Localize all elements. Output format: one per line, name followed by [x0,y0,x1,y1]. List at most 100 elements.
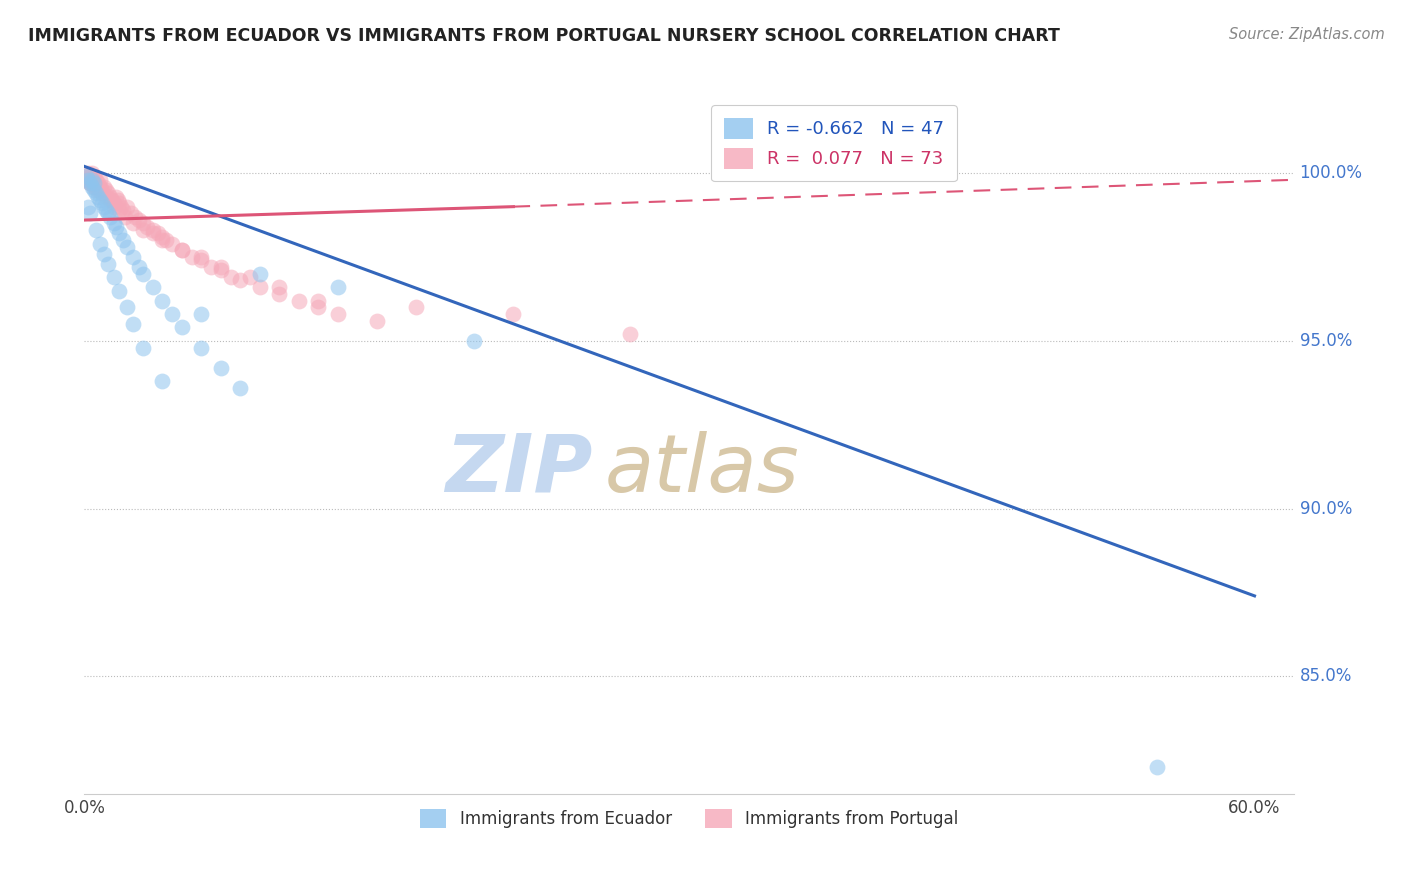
Point [100,193,122,207]
Point [619,327,641,342]
Point [142,227,165,241]
Point [83,169,105,184]
Point [150,374,173,388]
Point [180,250,202,264]
Point [77,173,100,187]
Point [108,284,131,298]
Point [84,186,107,201]
Point [229,273,252,287]
Point [160,307,183,321]
Point [150,230,173,244]
Point [108,227,131,241]
Point [79,169,101,184]
Point [97,206,120,220]
Point [94,189,117,203]
Point [79,176,101,190]
Point [87,183,110,197]
Point [112,202,135,217]
Point [269,286,291,301]
Point [104,219,127,234]
Point [93,179,115,194]
Point [132,223,155,237]
Point [502,307,524,321]
Point [142,280,165,294]
Point [190,307,212,321]
Point [75,169,97,184]
Point [83,183,105,197]
Legend: Immigrants from Ecuador, Immigrants from Portugal: Immigrants from Ecuador, Immigrants from… [413,802,965,835]
Point [84,223,107,237]
Text: ZIP: ZIP [444,431,592,508]
Text: 95.0%: 95.0% [1299,332,1353,350]
Point [326,307,349,321]
Point [219,270,242,285]
Point [77,173,100,187]
Point [93,200,115,214]
Point [89,179,111,194]
Point [87,189,110,203]
Point [90,196,112,211]
Point [135,219,157,234]
Point [239,270,262,285]
Point [103,200,125,214]
Point [122,216,145,230]
Point [128,260,150,274]
Text: 90.0%: 90.0% [1299,500,1353,517]
Point [79,206,101,220]
Point [83,176,105,190]
Point [108,196,131,211]
Point [366,314,388,328]
Point [170,320,193,334]
Point [112,233,135,247]
Point [117,301,139,315]
Point [75,169,97,184]
Text: IMMIGRANTS FROM ECUADOR VS IMMIGRANTS FROM PORTUGAL NURSERY SCHOOL CORRELATION C: IMMIGRANTS FROM ECUADOR VS IMMIGRANTS FR… [28,27,1060,45]
Point [155,233,177,247]
Point [150,233,173,247]
Point [209,263,232,277]
Point [82,173,104,187]
Point [249,267,271,281]
Point [269,280,291,294]
Point [132,267,155,281]
Text: 100.0%: 100.0% [1299,164,1362,182]
Point [89,236,111,251]
Point [160,236,183,251]
Point [114,210,136,224]
Point [97,186,120,201]
Point [98,210,121,224]
Point [1146,760,1168,774]
Point [117,240,139,254]
Point [84,179,107,194]
Point [89,193,111,207]
Point [79,176,101,190]
Point [90,183,112,197]
Point [249,280,271,294]
Point [288,293,311,308]
Point [405,301,427,315]
Point [98,189,121,203]
Point [150,293,173,308]
Point [148,227,170,241]
Point [103,270,125,285]
Point [94,202,117,217]
Point [117,200,139,214]
Point [94,183,117,197]
Point [79,176,101,190]
Point [82,166,104,180]
Point [83,179,105,194]
Point [84,173,107,187]
Text: 85.0%: 85.0% [1299,667,1353,685]
Point [77,200,100,214]
Point [124,210,146,224]
Point [132,216,155,230]
Point [122,317,145,331]
Point [90,186,112,201]
Point [97,257,120,271]
Point [307,301,329,315]
Point [170,244,193,258]
Point [82,173,104,187]
Point [77,173,100,187]
Point [307,293,329,308]
Point [463,334,485,348]
